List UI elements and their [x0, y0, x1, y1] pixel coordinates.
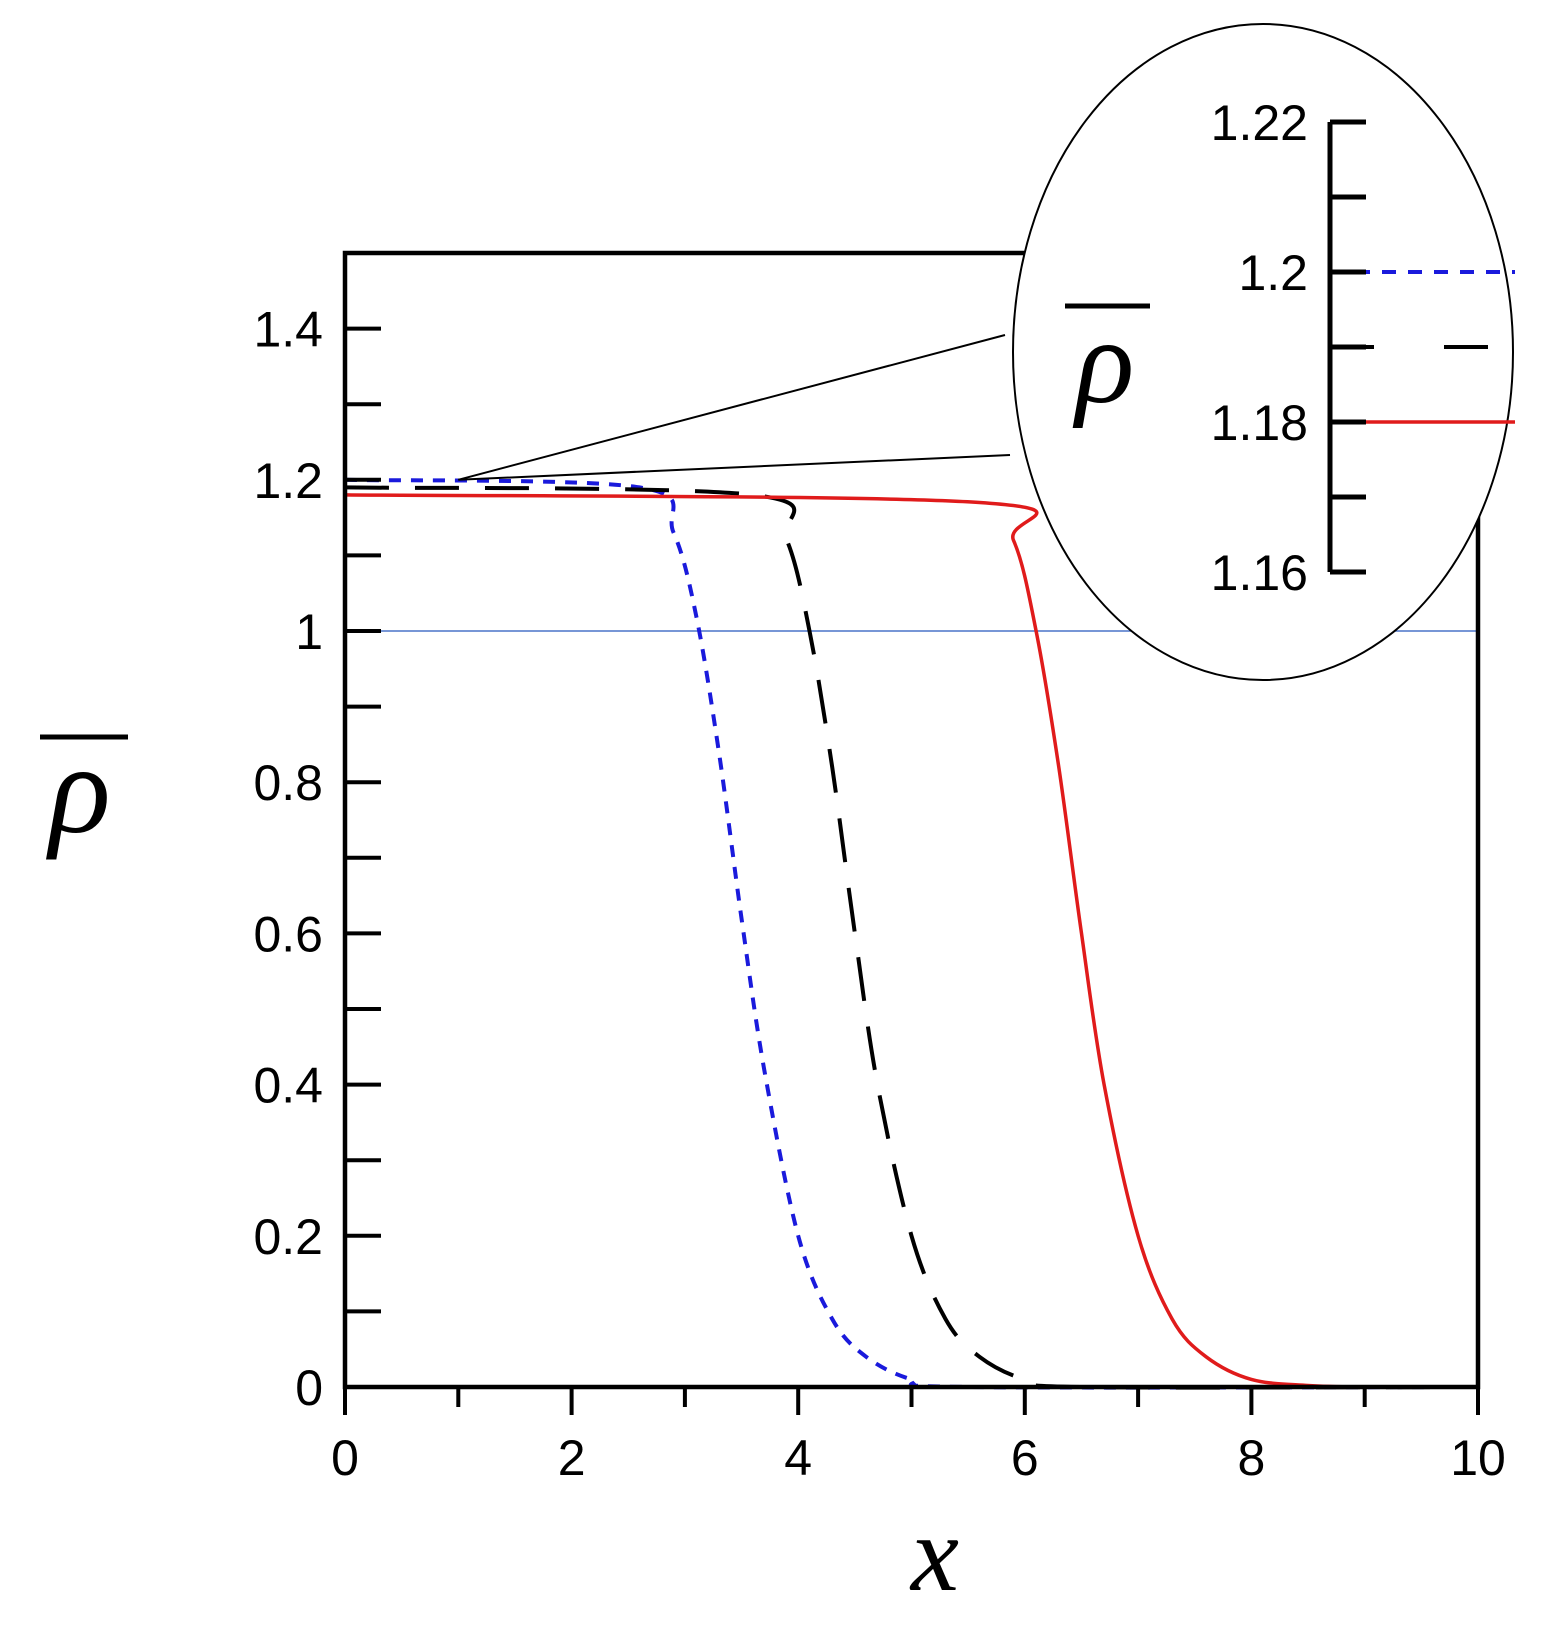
x-tick-label: 0 — [331, 1430, 359, 1486]
y-tick-label: 1 — [295, 604, 323, 660]
inset-tick-label: 1.18 — [1211, 395, 1308, 451]
y-tick-label: 0.2 — [253, 1209, 323, 1265]
main-plot: 0 0.2 0.4 0.6 0.8 1 1.2 1.4 0 2 4 6 8 10 x ρ — [40, 250, 1506, 1614]
inset-tick-label: 1.2 — [1238, 245, 1308, 301]
y-axis-label: ρ — [45, 718, 110, 860]
series-line-solid — [344, 493, 1479, 1389]
x-tick-label: 8 — [1237, 1430, 1265, 1486]
x-tick-label: 10 — [1450, 1430, 1506, 1486]
y-tick-label: 0.4 — [253, 1058, 323, 1114]
y-tick-label: 1.4 — [253, 302, 323, 358]
x-tick-label: 2 — [558, 1430, 586, 1486]
inset-tick-label: 1.16 — [1211, 545, 1308, 601]
series-line-dashed — [344, 485, 1479, 1390]
series-line-dotted — [344, 477, 1479, 1390]
zoom-connector-line — [458, 454, 1011, 481]
y-tick-label: 1.2 — [253, 453, 323, 509]
y-tick-label: 0 — [295, 1360, 323, 1416]
zoom-bubble — [1012, 23, 1514, 681]
x-tick-label: 6 — [1011, 1430, 1039, 1486]
x-tick-label: 4 — [784, 1430, 812, 1486]
zoom-inset: 1.16 1.18 1.2 1.22 ρ — [458, 23, 1515, 681]
y-tick-label: 0.8 — [253, 755, 323, 811]
inset-y-label: ρ — [1072, 294, 1135, 429]
x-axis-label: x — [909, 1495, 959, 1614]
y-tick-label: 0.6 — [253, 906, 323, 962]
zoom-connector-line — [458, 334, 1006, 481]
inset-tick-label: 1.22 — [1211, 95, 1308, 151]
